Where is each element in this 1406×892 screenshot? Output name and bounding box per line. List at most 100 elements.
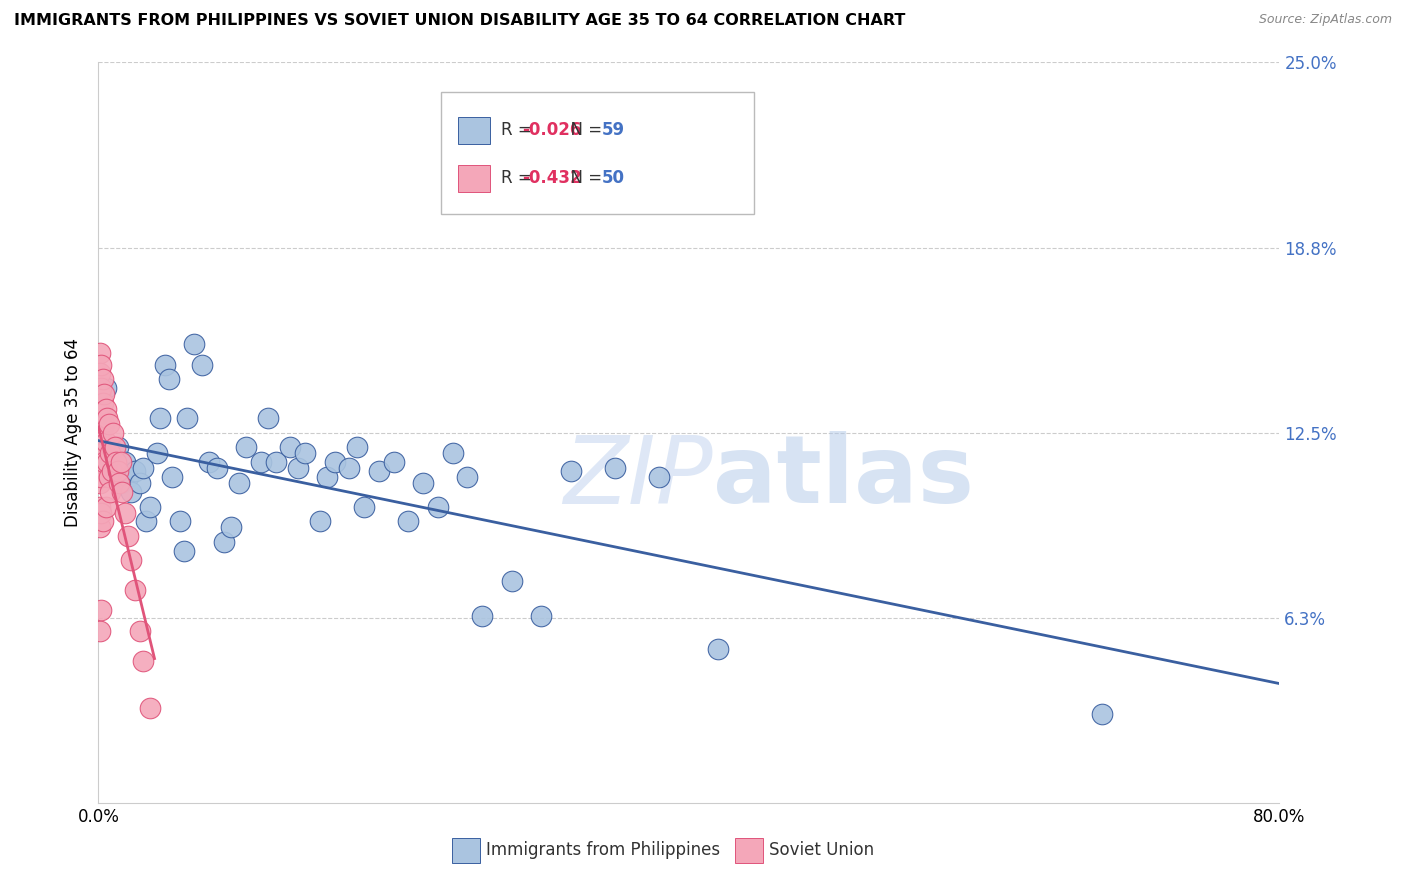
Point <box>89 455 111 469</box>
Point <box>309 515 332 529</box>
Point <box>368 464 391 478</box>
Point <box>205 461 228 475</box>
Point <box>120 484 142 499</box>
Text: ZIP: ZIP <box>562 432 713 523</box>
Point <box>212 535 235 549</box>
Point <box>89 624 111 638</box>
Point <box>90 506 112 520</box>
Point <box>89 387 111 401</box>
Point <box>707 641 730 656</box>
Point <box>107 441 129 455</box>
Point <box>93 387 115 401</box>
Point <box>110 455 132 469</box>
Point <box>135 515 157 529</box>
Point <box>530 609 553 624</box>
Point <box>157 372 180 386</box>
Text: N =: N = <box>560 121 607 139</box>
Point <box>173 544 195 558</box>
Point <box>316 470 339 484</box>
Point <box>105 461 128 475</box>
Point <box>441 446 464 460</box>
Point <box>501 574 523 588</box>
Point <box>96 410 118 425</box>
Point <box>108 475 131 490</box>
Point <box>198 455 221 469</box>
Point <box>98 446 121 460</box>
Point <box>97 470 120 484</box>
Point <box>107 464 129 478</box>
Point <box>1091 706 1114 721</box>
Point <box>90 446 112 460</box>
Point <box>94 401 117 416</box>
Point <box>103 446 125 460</box>
Point <box>176 410 198 425</box>
Point <box>132 461 155 475</box>
Point <box>257 410 280 425</box>
Point <box>104 441 127 455</box>
Point <box>412 475 434 490</box>
Point <box>323 455 346 469</box>
Point <box>471 609 494 624</box>
Point <box>146 446 169 460</box>
Point <box>221 520 243 534</box>
Point <box>89 367 111 381</box>
Point <box>235 441 257 455</box>
Point <box>560 464 582 478</box>
FancyBboxPatch shape <box>735 838 763 863</box>
Point <box>110 475 132 490</box>
Point <box>128 624 150 638</box>
Point <box>90 470 112 484</box>
Text: R =: R = <box>501 121 537 139</box>
Point <box>128 475 150 490</box>
Point <box>89 410 111 425</box>
Point <box>91 372 114 386</box>
Point <box>90 405 112 419</box>
Text: IMMIGRANTS FROM PHILIPPINES VS SOVIET UNION DISABILITY AGE 35 TO 64 CORRELATION : IMMIGRANTS FROM PHILIPPINES VS SOVIET UN… <box>14 13 905 29</box>
Point <box>264 455 287 469</box>
Point <box>89 520 111 534</box>
Point <box>93 417 115 431</box>
Point <box>105 455 128 469</box>
FancyBboxPatch shape <box>451 838 479 863</box>
Point <box>89 345 111 359</box>
Text: atlas: atlas <box>713 431 973 523</box>
Point <box>250 455 273 469</box>
Text: Immigrants from Philippines: Immigrants from Philippines <box>486 841 720 859</box>
Point <box>117 470 139 484</box>
Point <box>114 455 136 469</box>
Text: R =: R = <box>501 169 537 187</box>
Point <box>96 455 118 469</box>
Point <box>89 475 111 490</box>
Point <box>90 358 112 372</box>
Point <box>91 419 114 434</box>
Point <box>382 455 405 469</box>
Point <box>103 425 125 440</box>
Text: -0.432: -0.432 <box>522 169 582 187</box>
Point <box>605 461 627 475</box>
Point <box>94 500 117 514</box>
Point <box>353 500 375 514</box>
Point <box>90 381 112 395</box>
Point <box>427 500 450 514</box>
Point <box>97 417 120 431</box>
Point <box>398 515 420 529</box>
Text: Soviet Union: Soviet Union <box>769 841 875 859</box>
Point <box>90 425 112 440</box>
Point <box>111 484 134 499</box>
Point <box>162 470 183 484</box>
FancyBboxPatch shape <box>458 165 491 192</box>
Point <box>89 434 111 449</box>
Point <box>191 358 214 372</box>
Point <box>183 336 205 351</box>
Point <box>294 446 316 460</box>
Point <box>280 441 302 455</box>
Point <box>149 410 172 425</box>
Point <box>153 358 176 372</box>
Point <box>139 701 162 715</box>
Point <box>114 506 136 520</box>
Point <box>93 455 115 469</box>
Text: N =: N = <box>560 169 607 187</box>
Text: 50: 50 <box>602 169 624 187</box>
Point <box>124 464 146 478</box>
Point <box>98 484 121 499</box>
